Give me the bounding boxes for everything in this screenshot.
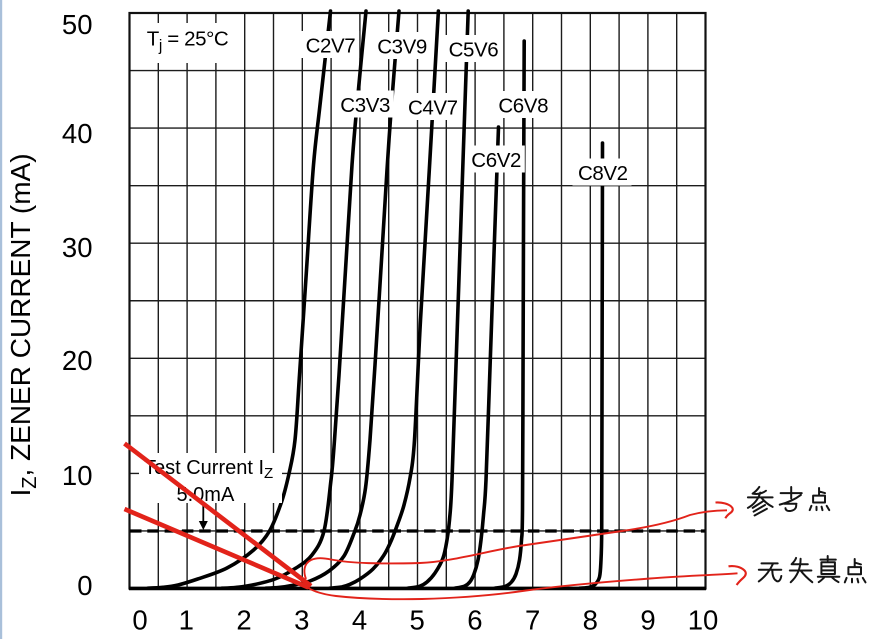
svg-text:1: 1	[179, 605, 194, 636]
svg-text:C6V8: C6V8	[498, 95, 548, 118]
svg-text:C3V3: C3V3	[340, 94, 390, 117]
svg-text:20: 20	[62, 345, 93, 376]
svg-text:10: 10	[688, 605, 719, 636]
svg-text:5.0mA: 5.0mA	[177, 484, 235, 506]
svg-text:5: 5	[410, 605, 425, 636]
svg-text:C3V9: C3V9	[377, 36, 427, 59]
svg-text:2: 2	[236, 605, 251, 636]
svg-text:3: 3	[294, 605, 309, 636]
svg-text:10: 10	[62, 460, 93, 491]
svg-text:30: 30	[62, 232, 93, 263]
svg-text:C4V7: C4V7	[408, 97, 458, 120]
svg-text:0: 0	[77, 570, 92, 601]
svg-text:C6V2: C6V2	[471, 149, 521, 172]
svg-text:4: 4	[352, 605, 367, 636]
svg-text:IZ, ZENER CURRENT (mA): IZ, ZENER CURRENT (mA)	[5, 153, 41, 496]
svg-text:0: 0	[132, 605, 147, 636]
svg-text:50: 50	[62, 9, 93, 40]
svg-text:8: 8	[583, 605, 598, 636]
svg-text:C2V7: C2V7	[306, 35, 356, 58]
svg-text:C5V6: C5V6	[449, 39, 499, 62]
svg-text:C8V2: C8V2	[578, 162, 628, 185]
svg-text:9: 9	[640, 605, 655, 636]
svg-text:7: 7	[525, 605, 540, 636]
svg-text:6: 6	[467, 605, 482, 636]
svg-text:Tj = 25°C: Tj = 25°C	[147, 28, 229, 55]
svg-text:40: 40	[62, 118, 93, 149]
svg-text:Test Current IZ: Test Current IZ	[144, 457, 273, 482]
